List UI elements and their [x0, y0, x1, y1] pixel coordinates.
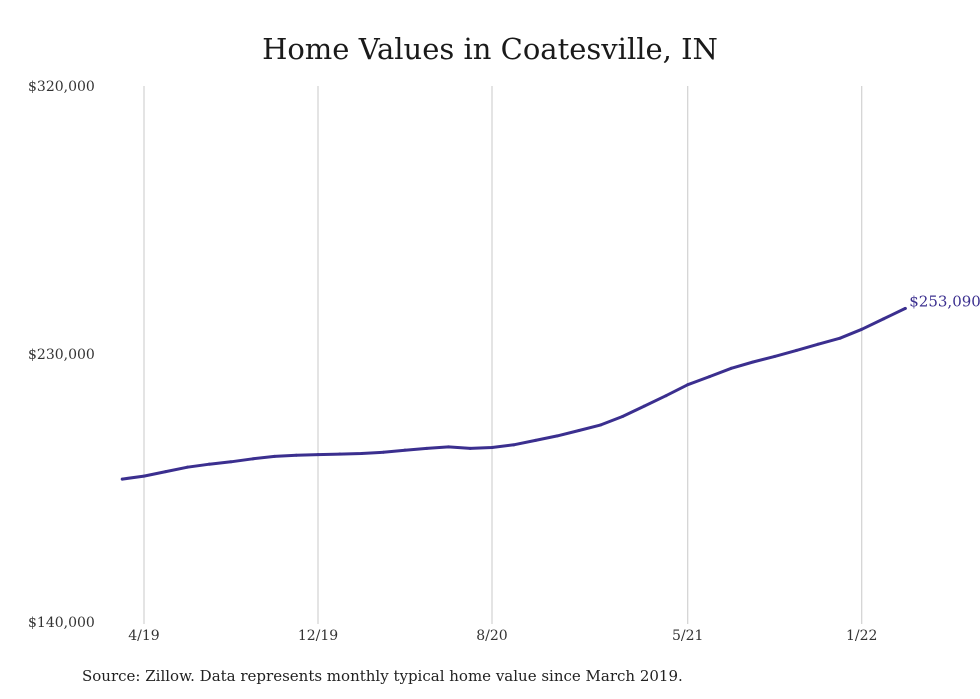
data-point: [294, 453, 298, 457]
series-line: [120, 306, 907, 481]
data-point: [642, 404, 646, 408]
x-tick-label: 12/19: [298, 628, 338, 644]
x-tick-label: 1/22: [846, 628, 877, 644]
data-point: [816, 342, 820, 346]
data-point: [273, 454, 276, 458]
data-point: [708, 375, 711, 379]
series-layer: [120, 306, 907, 481]
data-point: [490, 446, 494, 450]
data-point: [751, 360, 755, 364]
data-point: [381, 450, 385, 454]
data-point: [447, 445, 450, 449]
data-point: [425, 446, 429, 450]
x-tick-label: 8/20: [476, 628, 507, 644]
data-point: [360, 451, 363, 455]
annotation-layer: $253,090: [909, 292, 980, 310]
data-point: [860, 327, 864, 331]
data-point: [838, 336, 842, 340]
y-tick-label: $140,000: [28, 615, 95, 631]
data-point: [773, 354, 777, 358]
end-value-label: $253,090: [909, 292, 980, 310]
data-point: [599, 423, 603, 427]
data-point: [120, 477, 124, 481]
data-point: [229, 460, 233, 464]
data-point: [729, 366, 733, 370]
data-point: [207, 462, 211, 466]
data-point: [512, 443, 516, 447]
data-point: [468, 446, 472, 450]
x-tick-label: 5/21: [672, 628, 703, 644]
data-point: [795, 348, 798, 352]
chart-title: Home Values in Coatesville, IN: [262, 32, 718, 66]
data-point: [403, 448, 407, 452]
data-point: [903, 306, 907, 310]
data-point: [686, 383, 690, 387]
data-point: [621, 415, 624, 419]
x-axis-labels: 4/19 12/19 8/20 5/21 1/22: [128, 628, 877, 644]
data-point: [577, 429, 581, 433]
x-tick-label: 4/19: [128, 628, 159, 644]
source-note: Source: Zillow. Data represents monthly …: [82, 667, 683, 685]
y-tick-label: $320,000: [28, 79, 95, 95]
data-point: [882, 317, 885, 321]
data-point: [534, 438, 537, 442]
y-axis-labels: $140,000 $230,000 $320,000: [28, 79, 95, 631]
data-point: [164, 470, 168, 474]
y-tick-label: $230,000: [28, 347, 95, 363]
data-point: [664, 394, 668, 398]
data-point: [316, 453, 320, 457]
data-point: [142, 474, 146, 478]
data-point: [251, 457, 255, 461]
data-point: [555, 434, 559, 438]
data-point: [186, 465, 189, 469]
data-point: [338, 452, 342, 456]
grid-layer: [143, 86, 863, 624]
